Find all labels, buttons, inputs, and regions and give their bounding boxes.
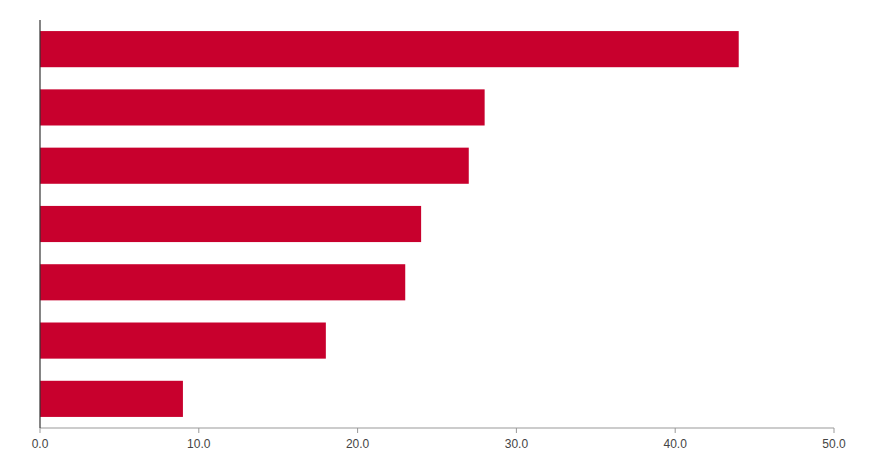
tick-label: 40.0 bbox=[664, 437, 688, 451]
bar bbox=[40, 89, 485, 125]
tick-mark bbox=[675, 428, 676, 433]
x-axis: 0.0 10.0 20.0 30.0 40.0 50.0 bbox=[32, 428, 846, 451]
bar bbox=[40, 264, 405, 300]
tick-mark bbox=[357, 428, 358, 433]
tick-label: 50.0 bbox=[822, 437, 846, 451]
bar bbox=[40, 206, 421, 242]
bar bbox=[40, 323, 326, 359]
bars bbox=[40, 31, 739, 417]
bar bbox=[40, 148, 469, 184]
bar bbox=[40, 31, 739, 67]
tick-mark bbox=[40, 428, 41, 433]
x-axis-line bbox=[40, 428, 834, 429]
tick-label: 0.0 bbox=[32, 437, 49, 451]
tick-mark bbox=[198, 428, 199, 433]
chart: 0.0 10.0 20.0 30.0 40.0 50.0 bbox=[0, 0, 874, 472]
tick-label: 10.0 bbox=[187, 437, 211, 451]
tick-mark bbox=[834, 428, 835, 433]
bar bbox=[40, 381, 183, 417]
y-axis-line bbox=[39, 20, 40, 428]
tick-label: 30.0 bbox=[505, 437, 529, 451]
tick-mark bbox=[516, 428, 517, 433]
chart-container: 0.0 10.0 20.0 30.0 40.0 50.0 bbox=[0, 0, 874, 472]
tick-label: 20.0 bbox=[346, 437, 370, 451]
